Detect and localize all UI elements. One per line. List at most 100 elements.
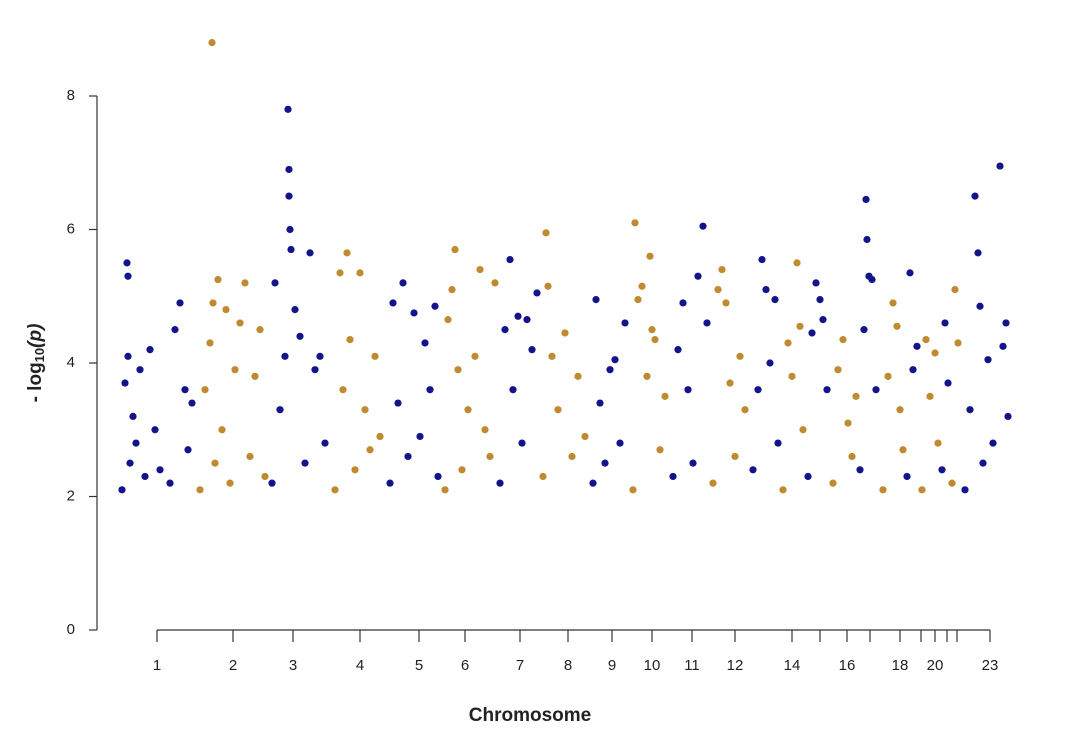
snp-point [758, 255, 766, 264]
snp-point [316, 352, 324, 360]
snp-point [376, 432, 384, 441]
snp-point [236, 319, 244, 327]
snp-point [421, 339, 429, 347]
snp-point [123, 259, 131, 267]
x-tick-label: 7 [516, 657, 524, 674]
snp-point [621, 319, 629, 327]
snp-point [634, 295, 642, 304]
snp-point [506, 255, 514, 264]
snp-point [1004, 412, 1012, 420]
snp-point [471, 352, 479, 360]
snp-point [389, 299, 397, 307]
snp-point [860, 326, 868, 334]
snp-point [596, 399, 604, 407]
snp-point [808, 329, 816, 337]
x-tick-label: 6 [461, 657, 469, 674]
snp-point [486, 452, 494, 461]
snp-point [834, 366, 842, 374]
snp-point [343, 249, 351, 257]
snp-point [481, 426, 489, 434]
snp-point [703, 319, 711, 327]
snp-point [121, 379, 129, 387]
snp-point [434, 472, 442, 481]
y-tick-label: 2 [67, 487, 75, 504]
snp-point [548, 352, 556, 360]
snp-point [646, 252, 654, 260]
snp-point [496, 479, 504, 487]
snp-point [231, 366, 239, 374]
snp-point [592, 295, 600, 304]
snp-point [528, 346, 536, 354]
snp-point [918, 486, 926, 494]
x-tick-label: 23 [982, 657, 999, 674]
snp-point [404, 452, 412, 461]
snp-point [518, 439, 526, 447]
snp-point [271, 279, 279, 287]
snp-point [749, 466, 757, 474]
y-title-var: (p) [25, 324, 46, 348]
snp-point [129, 412, 137, 420]
x-axis-title: Chromosome [469, 705, 591, 726]
snp-point [819, 316, 827, 324]
x-tick-label: 12 [727, 657, 744, 674]
snp-point [218, 426, 226, 434]
snp-point [251, 372, 259, 380]
snp-point [629, 486, 637, 494]
snp-point [554, 406, 562, 414]
snp-point [291, 306, 299, 314]
snp-point [974, 249, 982, 257]
snp-point [966, 406, 974, 414]
x-tick-label: 9 [608, 657, 616, 674]
snp-point [788, 372, 796, 380]
snp-point [669, 472, 677, 481]
snp-point [568, 452, 576, 461]
snp-point [848, 452, 856, 461]
snp-point [601, 459, 609, 467]
snp-point [638, 282, 646, 290]
x-tick-label: 20 [927, 657, 944, 674]
snp-point [146, 346, 154, 354]
snp-point [989, 439, 997, 447]
snp-point [979, 459, 987, 467]
snp-point [934, 439, 942, 447]
snp-point [268, 479, 276, 487]
snp-point [118, 486, 126, 494]
snp-point [188, 399, 196, 407]
snp-point [839, 336, 847, 344]
snp-point [913, 342, 921, 350]
snp-point [829, 479, 837, 487]
snp-point [206, 339, 214, 347]
snp-point [951, 285, 959, 294]
snp-point [276, 406, 284, 414]
snp-point [648, 326, 656, 334]
snp-point [736, 352, 744, 360]
snp-point [211, 459, 219, 467]
snp-point [394, 399, 402, 407]
y-tick-label: 8 [67, 87, 75, 104]
y-title-prefix: - log [25, 362, 46, 402]
snp-point [285, 192, 293, 200]
snp-point [774, 439, 782, 447]
snp-point [501, 326, 509, 334]
snp-point [909, 366, 917, 374]
snp-point [301, 459, 309, 467]
snp-point [804, 472, 812, 481]
snp-point [976, 302, 984, 310]
snp-point [931, 349, 939, 357]
snp-point [458, 466, 466, 474]
snp-point [399, 279, 407, 287]
snp-point [694, 272, 702, 280]
x-tick-label: 11 [684, 657, 700, 674]
snp-point [684, 386, 692, 394]
snp-point [346, 336, 354, 344]
y-tick-label: 4 [67, 354, 75, 371]
snp-point [611, 356, 619, 364]
snp-point [984, 356, 992, 364]
snp-point [844, 419, 852, 427]
snp-point [944, 379, 952, 387]
snp-point [893, 322, 901, 330]
snp-point [784, 339, 792, 347]
snp-point [416, 432, 424, 441]
snp-point [321, 439, 329, 447]
